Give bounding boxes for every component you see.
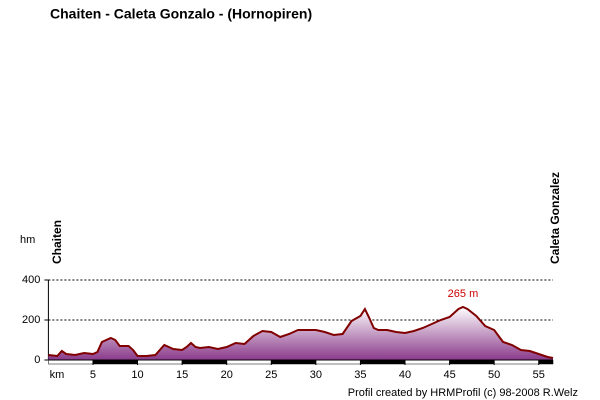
- x-tick-label: 5: [90, 369, 96, 381]
- km-strip-segment: [92, 360, 138, 364]
- end-label: Caleta Gonzalez: [548, 172, 562, 264]
- annotation: 265 m: [448, 288, 479, 300]
- km-strip-segment: [182, 360, 227, 364]
- km-strip-segment: [449, 360, 495, 364]
- y-axis-label: hm: [20, 234, 35, 246]
- y-tick-label: 400: [22, 274, 40, 286]
- x-tick-label: 10: [131, 369, 143, 381]
- y-tick-label: 0: [34, 354, 40, 366]
- footer: Profil created by HRMProfil (c) 98-2008 …: [348, 387, 578, 399]
- y-tick-label: 200: [22, 314, 40, 326]
- x-tick-label: 55: [533, 369, 545, 381]
- km-strip-segment: [360, 360, 406, 364]
- start-label: Chaiten: [50, 220, 64, 264]
- area-fill: [48, 307, 554, 360]
- x-tick-label: 25: [265, 369, 277, 381]
- x-tick-label: 45: [443, 369, 455, 381]
- x-tick-label: 35: [354, 369, 366, 381]
- x-tick-label: 30: [310, 369, 322, 381]
- chart-title: Chaiten - Caleta Gonzalo - (Hornopiren): [50, 6, 312, 22]
- x-tick-label: 40: [399, 369, 411, 381]
- x-tick-label: 20: [221, 369, 233, 381]
- x-tick-label: 15: [176, 369, 188, 381]
- profile-line: [48, 305, 554, 359]
- km-strip-segment: [271, 360, 316, 364]
- x-axis-label: km: [50, 369, 65, 381]
- x-tick-label: 50: [488, 369, 500, 381]
- km-strip-segment: [538, 360, 553, 364]
